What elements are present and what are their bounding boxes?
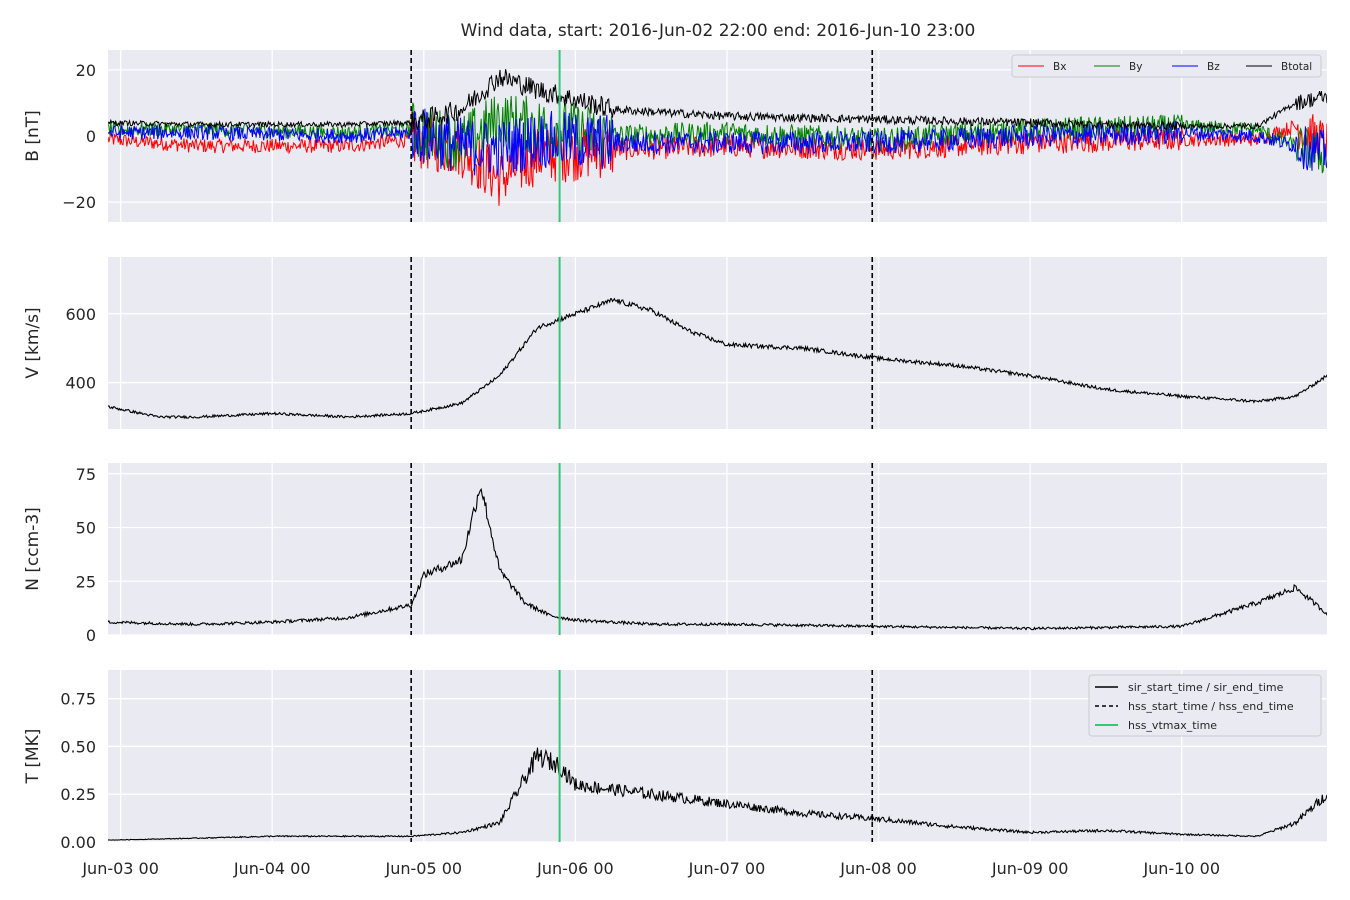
y-tick-label: 600 xyxy=(65,305,96,324)
series-line-v xyxy=(108,297,1327,420)
legend-entry-hss: hss_start_time / hss_end_time xyxy=(1128,700,1294,713)
plot-area xyxy=(108,257,1327,429)
y-tick-label: 25 xyxy=(76,572,96,591)
y-axis-label: V [km/s] xyxy=(23,307,43,378)
legend-entry-vtmax: hss_vtmax_time xyxy=(1128,719,1217,732)
y-tick-label: 50 xyxy=(76,519,96,538)
legend-entry-by: By xyxy=(1129,61,1142,73)
legend-entry-bx: Bx xyxy=(1053,61,1066,73)
y-axis-label: B [nT] xyxy=(23,110,43,162)
legend-entry-sir: sir_start_time / sir_end_time xyxy=(1128,681,1284,694)
x-tick-label: Jun-03 00 xyxy=(81,859,159,878)
legend-b-field: Bx By Bz Btotal xyxy=(1011,54,1322,78)
series-group xyxy=(108,747,1327,841)
series-line-btotal xyxy=(108,69,1327,133)
y-tick-label: 0 xyxy=(86,127,96,146)
y-tick-label: −20 xyxy=(62,193,96,212)
x-tick-label: Jun-08 00 xyxy=(839,859,917,878)
series-line-n xyxy=(108,487,1327,631)
x-tick-label: Jun-10 00 xyxy=(1142,859,1220,878)
y-tick-label: 75 xyxy=(76,465,96,484)
x-tick-label: Jun-06 00 xyxy=(536,859,614,878)
y-tick-label: 0 xyxy=(86,626,96,645)
y-axis-label: T [MK] xyxy=(23,729,43,785)
y-tick-label: 400 xyxy=(65,374,96,393)
series-group xyxy=(108,297,1327,420)
y-tick-label: 20 xyxy=(76,61,96,80)
y-tick-label: 0.75 xyxy=(60,690,96,709)
series-line-bz xyxy=(108,108,1327,177)
plot-area xyxy=(108,463,1327,635)
x-tick-label: Jun-07 00 xyxy=(688,859,766,878)
x-tick-label: Jun-05 00 xyxy=(385,859,463,878)
chart-title: Wind data, start: 2016-Jun-02 22:00 end:… xyxy=(461,21,976,41)
y-tick-label: 0.50 xyxy=(60,737,96,756)
panel-density: 75 50 25 0 N [ccm-3] xyxy=(23,463,1327,645)
panel-b-field: 20 0 −20 B [nT] xyxy=(23,50,1327,222)
y-tick-label: 0.00 xyxy=(60,833,96,852)
panel-velocity: 600 400 V [km/s] xyxy=(23,257,1327,429)
x-tick-label: Jun-09 00 xyxy=(991,859,1069,878)
y-axis-label: N [ccm-3] xyxy=(23,507,43,591)
legend-events: sir_start_time / sir_end_time hss_start_… xyxy=(1088,674,1322,737)
series-group xyxy=(108,69,1327,206)
legend-entry-btotal: Btotal xyxy=(1281,61,1312,73)
x-tick-label: Jun-04 00 xyxy=(233,859,311,878)
legend-entry-bz: Bz xyxy=(1207,61,1220,73)
x-axis-tick-labels: Jun-03 00 Jun-04 00 Jun-05 00 Jun-06 00 Jun-… xyxy=(81,859,1220,878)
y-tick-label: 0.25 xyxy=(60,785,96,804)
series-line-t xyxy=(108,747,1327,841)
series-group xyxy=(108,487,1327,631)
